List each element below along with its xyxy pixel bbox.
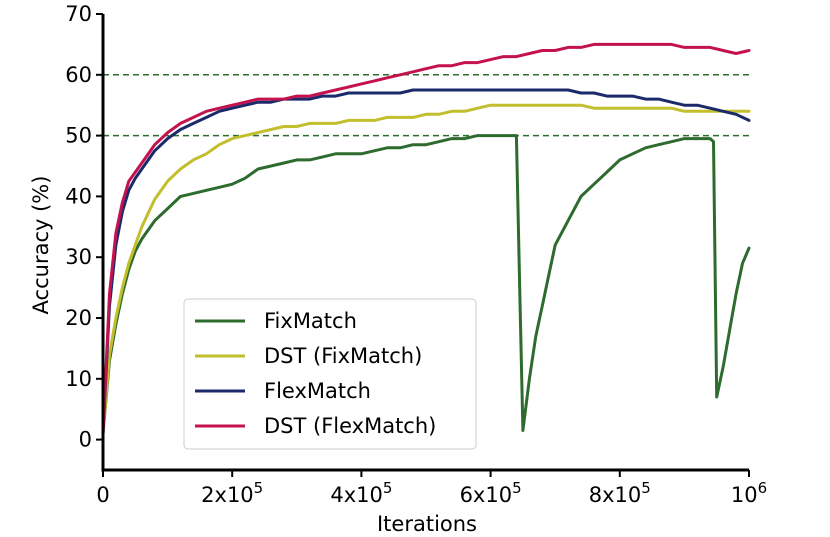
y-tick-label: 70 — [65, 2, 92, 26]
y-axis-ticks: 0 10 20 30 40 50 60 70 — [65, 2, 103, 452]
reference-lines — [103, 74, 749, 137]
axes — [101, 14, 749, 472]
x-tick-label: 0 — [96, 483, 109, 507]
legend-label-3: FlexMatch — [264, 379, 371, 403]
y-tick-label: 30 — [65, 245, 92, 269]
y-tick-label: 20 — [65, 306, 92, 330]
x-tick-label: 106 — [731, 479, 767, 507]
series-line-2 — [101, 103, 751, 435]
y-tick-label: 60 — [65, 63, 92, 87]
x-tick-label: 2x105 — [201, 479, 263, 507]
y-tick-label: 0 — [79, 428, 92, 452]
x-axis-ticks: 0 2x105 4x105 6x105 8x105 106 — [96, 470, 767, 507]
series-lines — [101, 42, 751, 435]
x-tick-label: 8x105 — [589, 479, 651, 507]
x-tick-label: 4x105 — [330, 479, 392, 507]
legend-label-4: DST (FlexMatch) — [264, 414, 436, 438]
legend: FixMatch DST (FixMatch) FlexMatch DST (Flex… — [183, 298, 477, 450]
legend-label-2: DST (FixMatch) — [264, 344, 422, 368]
legend-label-1: FixMatch — [264, 309, 357, 333]
legend-box — [183, 298, 477, 450]
y-tick-label: 10 — [65, 367, 92, 391]
y-tick-label: 50 — [65, 124, 92, 148]
y-tick-label: 40 — [65, 184, 92, 208]
y-axis-label: Accuracy (%) — [29, 176, 53, 315]
x-tick-label: 6x105 — [460, 479, 522, 507]
series-line-3 — [101, 88, 751, 435]
series-line-1 — [101, 134, 751, 435]
series-line-4 — [101, 42, 751, 435]
x-axis-label: Iterations — [377, 512, 477, 536]
